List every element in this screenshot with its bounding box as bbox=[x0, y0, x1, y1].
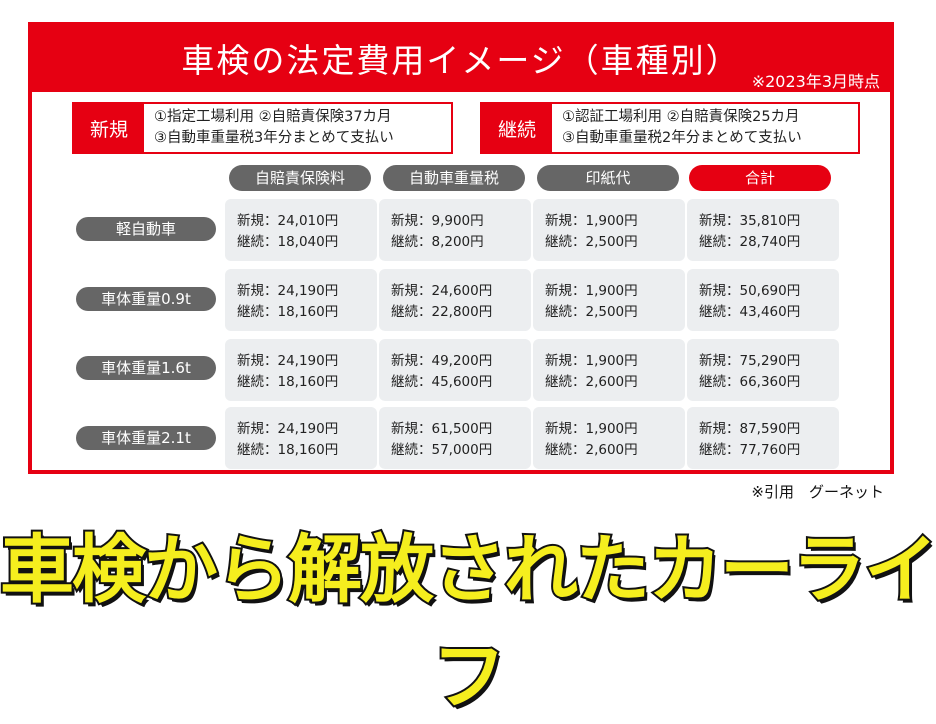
table-cell: 新規：24,190円 継続：18,160円 bbox=[225, 407, 377, 469]
condition-new-line2: ③自動車重量税3年分まとめて支払い bbox=[154, 130, 394, 146]
cell-cont: 継続：77,760円 bbox=[699, 442, 801, 458]
condition-continue-desc: ①認証工場利用 ②自賠責保険25カ月 ③自動車重量税2年分まとめて支払い bbox=[552, 104, 812, 152]
column-header-total: 合計 bbox=[689, 165, 831, 191]
table-cell: 新規：49,200円 継続：45,600円 bbox=[379, 339, 531, 401]
cell-cont: 継続：2,500円 bbox=[545, 234, 638, 250]
cell-cont: 継続：22,800円 bbox=[391, 304, 493, 320]
table-cell: 新規：24,190円 継続：18,160円 bbox=[225, 269, 377, 331]
row-label-0.9t: 車体重量0.9t bbox=[76, 287, 216, 311]
cell-cont: 継続：66,360円 bbox=[699, 374, 801, 390]
cell-new: 新規：35,810円 bbox=[699, 213, 801, 229]
cell-cont: 継続：18,160円 bbox=[237, 442, 339, 458]
cell-cont: 継続：2,600円 bbox=[545, 442, 638, 458]
cell-cont: 継続：57,000円 bbox=[391, 442, 493, 458]
cell-new: 新規：24,190円 bbox=[237, 421, 339, 437]
cell-new: 新規：24,600円 bbox=[391, 283, 493, 299]
table-cell: 新規：24,190円 継続：18,160円 bbox=[225, 339, 377, 401]
cell-new: 新規：9,900円 bbox=[391, 213, 484, 229]
condition-continue: 継続 ①認証工場利用 ②自賠責保険25カ月 ③自動車重量税2年分まとめて支払い bbox=[480, 102, 860, 154]
page-title: 車検の法定費用イメージ（車種別） bbox=[181, 41, 741, 80]
column-header-stamp: 印紙代 bbox=[537, 165, 679, 191]
table-cell-total: 新規：35,810円 継続：28,740円 bbox=[687, 199, 839, 261]
cell-cont: 継続：2,600円 bbox=[545, 374, 638, 390]
date-note: ※2023年3月時点 bbox=[751, 72, 880, 91]
cell-cont: 継続：28,740円 bbox=[699, 234, 801, 250]
table-cell: 新規：1,900円 継続：2,600円 bbox=[533, 339, 685, 401]
table-cell-total: 新規：87,590円 継続：77,760円 bbox=[687, 407, 839, 469]
cell-new: 新規：50,690円 bbox=[699, 283, 801, 299]
cell-new: 新規：1,900円 bbox=[545, 421, 638, 437]
cell-cont: 継続：18,160円 bbox=[237, 304, 339, 320]
table-cell: 新規：24,010円 継続：18,040円 bbox=[225, 199, 377, 261]
row-label-2.1t: 車体重量2.1t bbox=[76, 426, 216, 450]
fee-table-frame: 車検の法定費用イメージ（車種別） ※2023年3月時点 新規 ①指定工場利用 ②… bbox=[28, 22, 894, 474]
condition-continue-line2: ③自動車重量税2年分まとめて支払い bbox=[562, 130, 802, 146]
cell-new: 新規：75,290円 bbox=[699, 353, 801, 369]
table-cell: 新規：1,900円 継続：2,600円 bbox=[533, 407, 685, 469]
condition-new-line1: ①指定工場利用 ②自賠責保険37カ月 bbox=[154, 109, 392, 125]
cell-new: 新規：61,500円 bbox=[391, 421, 493, 437]
table-cell: 新規：9,900円 継続：8,200円 bbox=[379, 199, 531, 261]
cell-cont: 継続：43,460円 bbox=[699, 304, 801, 320]
title-banner: 車検の法定費用イメージ（車種別） ※2023年3月時点 bbox=[32, 26, 890, 92]
cell-new: 新規：24,190円 bbox=[237, 283, 339, 299]
cell-new: 新規：1,900円 bbox=[545, 213, 638, 229]
row-label-kei: 軽自動車 bbox=[76, 217, 216, 241]
condition-new-desc: ①指定工場利用 ②自賠責保険37カ月 ③自動車重量税3年分まとめて支払い bbox=[144, 104, 404, 152]
condition-continue-tag: 継続 bbox=[482, 104, 552, 152]
source-credit: ※引用 グーネット bbox=[751, 483, 884, 501]
cell-new: 新規：1,900円 bbox=[545, 353, 638, 369]
slogan-headline: 車検から解放されたカーライフ bbox=[0, 525, 936, 722]
condition-new-tag: 新規 bbox=[74, 104, 144, 152]
table-cell: 新規：24,600円 継続：22,800円 bbox=[379, 269, 531, 331]
table-cell: 新規：61,500円 継続：57,000円 bbox=[379, 407, 531, 469]
condition-continue-line1: ①認証工場利用 ②自賠責保険25カ月 bbox=[562, 109, 800, 125]
cell-new: 新規：1,900円 bbox=[545, 283, 638, 299]
cell-new: 新規：24,010円 bbox=[237, 213, 339, 229]
condition-new: 新規 ①指定工場利用 ②自賠責保険37カ月 ③自動車重量税3年分まとめて支払い bbox=[72, 102, 453, 154]
table-cell-total: 新規：75,290円 継続：66,360円 bbox=[687, 339, 839, 401]
cell-cont: 継続：8,200円 bbox=[391, 234, 484, 250]
column-header-insurance: 自賠責保険料 bbox=[229, 165, 371, 191]
cell-new: 新規：49,200円 bbox=[391, 353, 493, 369]
table-cell-total: 新規：50,690円 継続：43,460円 bbox=[687, 269, 839, 331]
cell-new: 新規：24,190円 bbox=[237, 353, 339, 369]
cell-new: 新規：87,590円 bbox=[699, 421, 801, 437]
cell-cont: 継続：45,600円 bbox=[391, 374, 493, 390]
row-label-1.6t: 車体重量1.6t bbox=[76, 356, 216, 380]
cell-cont: 継続：2,500円 bbox=[545, 304, 638, 320]
table-cell: 新規：1,900円 継続：2,500円 bbox=[533, 199, 685, 261]
table-cell: 新規：1,900円 継続：2,500円 bbox=[533, 269, 685, 331]
cell-cont: 継続：18,040円 bbox=[237, 234, 339, 250]
column-header-weight-tax: 自動車重量税 bbox=[383, 165, 525, 191]
cell-cont: 継続：18,160円 bbox=[237, 374, 339, 390]
